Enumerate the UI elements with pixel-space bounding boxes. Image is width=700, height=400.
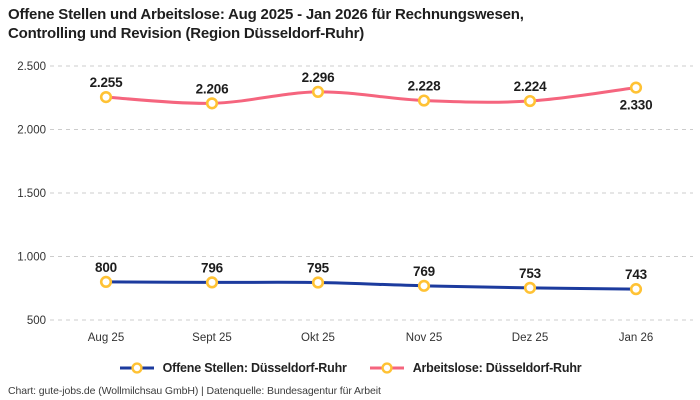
data-point-marker (311, 85, 325, 99)
x-tick-label: Dez 25 (512, 332, 548, 344)
data-point-marker (629, 81, 643, 94)
data-point-marker (99, 275, 113, 288)
data-point-label: 2.296 (302, 70, 335, 85)
y-tick-label: 1.000 (17, 252, 46, 264)
legend-label-arbeitslose: Arbeitslose: Düsseldorf-Ruhr (412, 361, 582, 375)
y-tick-label: 2.000 (17, 125, 46, 137)
y-tick-label: 2.500 (17, 61, 46, 73)
data-point-label: 743 (625, 267, 648, 282)
attribution: Chart: gute-jobs.de (Wollmilchsau GmbH) … (8, 385, 381, 397)
data-point-marker (629, 283, 643, 296)
data-point-label: 2.224 (514, 79, 547, 94)
legend-item-offene-stellen: Offene Stellen: Düsseldorf-Ruhr (119, 361, 347, 375)
data-point-label: 796 (201, 260, 224, 275)
data-point-label: 2.255 (90, 75, 123, 90)
series-line (104, 280, 638, 291)
legend-line-marker-icon (119, 362, 154, 374)
data-point-marker (205, 276, 219, 289)
data-point-label: 769 (413, 264, 435, 279)
series-line (104, 86, 638, 105)
y-tick-label: 500 (27, 315, 46, 327)
data-point-marker (523, 281, 537, 294)
x-tick-label: Jan 26 (619, 332, 654, 344)
data-point-marker (417, 279, 431, 292)
legend-item-arbeitslose: Arbeitslose: Düsseldorf-Ruhr (369, 361, 582, 375)
legend-label-offene-stellen: Offene Stellen: Düsseldorf-Ruhr (162, 361, 347, 375)
data-point-label: 800 (95, 260, 117, 275)
data-point-label: 2.228 (408, 79, 441, 94)
line-chart: 500 1.000 1.500 2.000 2.500 Aug 25 Sept 25 Okt … (17, 61, 693, 344)
data-point-label: 753 (519, 266, 542, 281)
data-point-label: 2.330 (620, 98, 653, 113)
x-tick-label: Sept 25 (192, 332, 232, 344)
x-tick-label: Okt 25 (301, 332, 335, 344)
x-tick-label: Nov 25 (406, 332, 442, 344)
data-point-marker (523, 94, 537, 108)
chart-title: Offene Stellen und Arbeitslose: Aug 2025… (8, 6, 524, 43)
data-point-marker (99, 91, 113, 104)
x-tick-label: Aug 25 (88, 332, 124, 344)
data-point-label: 795 (307, 261, 330, 276)
data-point-marker (311, 276, 325, 289)
data-point-label: 2.206 (196, 81, 229, 96)
legend-line-marker-icon (369, 362, 404, 374)
legend: Offene Stellen: Düsseldorf-Ruhr Arbeitsl… (0, 361, 700, 375)
data-point-marker (205, 97, 219, 110)
y-tick-label: 1.500 (17, 188, 46, 200)
data-point-marker (417, 94, 431, 107)
